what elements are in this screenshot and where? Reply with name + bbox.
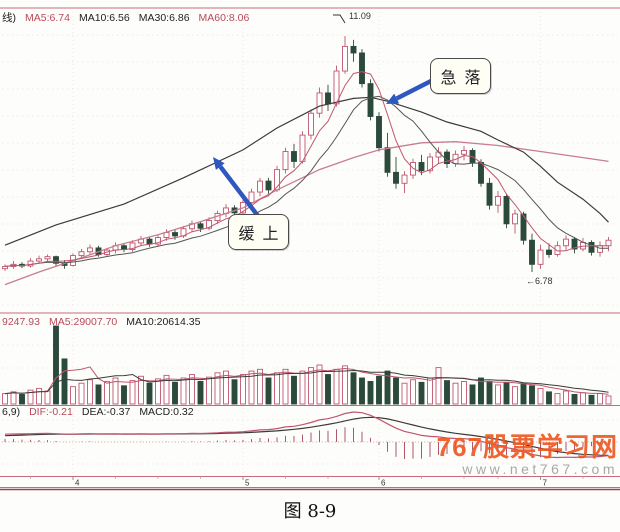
volume-ma5-value: MA5:29007.70 (48, 316, 118, 328)
dea-value: DEA:-0.37 (81, 406, 131, 418)
low-price-label: ←6.78 (526, 276, 553, 286)
svg-text:7: 7 (543, 479, 548, 488)
callout-slow-rise-text: 缓上 (238, 224, 287, 243)
callout-sudden-fall: 急落 (430, 58, 491, 94)
volume-value: 9247.93 (2, 316, 40, 328)
figure-caption: 图 8-9 (283, 501, 337, 522)
macd-value: MACD:0.32 (139, 406, 194, 418)
callout-slow-rise: 缓上 (228, 214, 289, 250)
svg-text:6: 6 (381, 479, 386, 488)
price-ma10-value: MA10:6.56 (78, 12, 130, 24)
price-ma30-value: MA30:6.86 (138, 12, 190, 24)
watermark-site-name: 767股票学习网 (436, 432, 618, 462)
dif-value: DIF:-0.21 (29, 406, 73, 418)
watermark: 767股票学习网 www.net767.com (436, 432, 618, 478)
volume-pane-header: 9247.93 MA5:29007.70 MA10:20614.35 (2, 316, 209, 328)
price-pane-header: 线) MA5:6.74 MA10:6.56 MA30:6.86 MA60:8.06 (2, 10, 258, 25)
peak-price-label: 11.09 (349, 11, 371, 21)
price-ma60-value: MA60:8.06 (198, 12, 250, 24)
svg-text:4: 4 (75, 479, 80, 488)
price-ma5-value: MA5:6.74 (25, 12, 70, 24)
volume-ma10-value: MA10:20614.35 (126, 316, 201, 328)
macd-pane-header: 6,9) DIF:-0.21 DEA:-0.37 MACD:0.32 (2, 406, 203, 418)
callout-sudden-fall-text: 急落 (440, 68, 489, 87)
macd-params-label: 6,9) (2, 406, 21, 418)
svg-text:5: 5 (245, 479, 250, 488)
watermark-url: www.net767.com (462, 461, 618, 478)
kline-prefix-label: 线) (2, 12, 16, 24)
